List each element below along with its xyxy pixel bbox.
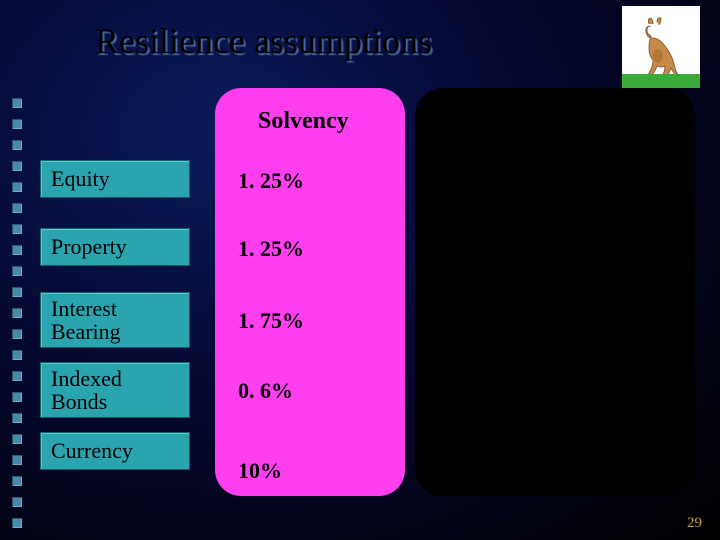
kangaroo-image: [622, 6, 700, 88]
bullet-square: [12, 203, 22, 213]
row-label: Interest Bearing: [40, 292, 190, 348]
solvency-value: 0. 6%: [238, 378, 293, 404]
page-title: Resilience assumptions: [95, 20, 432, 62]
bullet-square: [12, 308, 22, 318]
bullet-square: [12, 140, 22, 150]
row-label: Currency: [40, 432, 190, 470]
bullet-square: [12, 329, 22, 339]
bullet-square: [12, 245, 22, 255]
bullet-square: [12, 266, 22, 276]
row-label: Indexed Bonds: [40, 362, 190, 418]
solvency-value: 1. 25%: [238, 168, 304, 194]
bullet-rail: [12, 98, 22, 528]
capital-value: 1. 0%+(0. 2 x.Yield): [435, 308, 621, 334]
header-solvency: Solvency: [258, 108, 349, 135]
bullet-square: [12, 350, 22, 360]
bullet-square: [12, 392, 22, 402]
row-label: Property: [40, 228, 190, 266]
capital-value: 1. 0%: [435, 378, 490, 404]
bullet-square: [12, 182, 22, 192]
bullet-square: [12, 434, 22, 444]
grass: [622, 74, 700, 88]
bullet-square: [12, 497, 22, 507]
bullet-square: [12, 413, 22, 423]
bullet-square: [12, 518, 22, 528]
page-number: 29: [687, 515, 702, 532]
row-label: Equity: [40, 160, 190, 198]
solvency-panel: [215, 88, 405, 496]
capital-value: 15%: [435, 458, 479, 484]
bullet-square: [12, 455, 22, 465]
bullet-square: [12, 287, 22, 297]
solvency-value: 1. 25%: [238, 236, 304, 262]
solvency-value: 10%: [238, 458, 282, 484]
solvency-value: 1. 75%: [238, 308, 304, 334]
bullet-square: [12, 98, 22, 108]
bullet-square: [12, 476, 22, 486]
capital-value: 2. 5%: [500, 236, 555, 262]
header-capital-adequacy: Capital Adequacy: [435, 108, 618, 135]
bullet-square: [12, 371, 22, 381]
bullet-square: [12, 119, 22, 129]
bullet-square: [12, 224, 22, 234]
capital-adequacy-panel: [415, 88, 695, 496]
bullet-square: [12, 161, 22, 171]
capital-value: 0. 5%+(0. 4 x.Yield): [435, 168, 621, 194]
joey-icon: [653, 49, 663, 63]
